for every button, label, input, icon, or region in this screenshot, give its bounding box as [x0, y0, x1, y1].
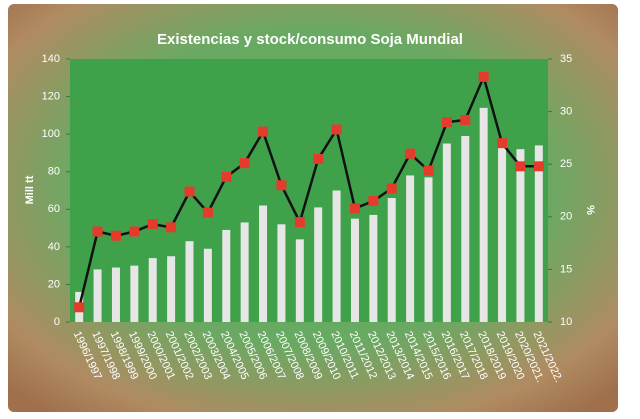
line-marker: [92, 226, 103, 237]
line-marker: [239, 158, 250, 169]
bar: [387, 198, 396, 322]
bar: [332, 190, 341, 322]
line-marker: [74, 302, 85, 313]
line-marker: [276, 180, 287, 191]
y-tick-label: 80: [48, 166, 60, 178]
bar: [442, 143, 451, 322]
y-tick-label: 120: [42, 90, 60, 102]
y-axis-label: Mill tt: [24, 175, 36, 204]
y-tick-label: 140: [42, 53, 60, 65]
line-marker: [368, 196, 379, 207]
bar: [111, 267, 120, 322]
line-marker: [331, 124, 342, 135]
bar: [130, 265, 139, 322]
line-marker: [166, 222, 177, 233]
line-marker: [441, 117, 452, 128]
bar: [534, 145, 543, 322]
line-marker: [349, 203, 360, 214]
y2-tick-label: 20: [560, 211, 572, 223]
line-marker: [497, 138, 508, 149]
line-marker: [386, 183, 397, 194]
line-marker: [258, 126, 269, 137]
bar: [295, 239, 304, 322]
chart-title: Existencias y stock/consumo Soja Mundial: [157, 31, 463, 48]
line-marker: [294, 217, 305, 228]
bar: [516, 149, 525, 322]
y2-tick-label: 30: [560, 106, 572, 118]
line-marker: [423, 165, 434, 176]
y2-tick-label: 15: [560, 263, 572, 275]
bar: [185, 241, 194, 322]
line-marker: [405, 148, 416, 159]
bar: [93, 269, 102, 322]
bar: [461, 136, 470, 322]
bar: [479, 107, 488, 322]
line-marker: [515, 161, 526, 172]
y-tick-label: 40: [48, 241, 60, 253]
line-marker: [460, 115, 471, 126]
bar: [259, 205, 268, 322]
bar: [148, 258, 157, 322]
line-marker: [478, 71, 489, 82]
bar: [350, 218, 359, 322]
bar: [424, 177, 433, 322]
line-marker: [533, 161, 544, 172]
bar: [406, 175, 415, 322]
y2-axis-label: %: [584, 205, 596, 215]
bar: [369, 214, 378, 322]
bar: [240, 222, 249, 322]
bar: [222, 229, 231, 322]
bar: [203, 248, 212, 322]
y2-tick-label: 25: [560, 158, 572, 170]
bar: [167, 256, 176, 322]
line-marker: [184, 186, 195, 197]
line-marker: [202, 207, 213, 218]
bar: [277, 224, 286, 322]
y-tick-label: 20: [48, 278, 60, 290]
bar: [314, 207, 323, 322]
line-marker: [129, 226, 140, 237]
y-tick-label: 60: [48, 203, 60, 215]
y2-tick-label: 10: [560, 316, 572, 328]
line-marker: [110, 230, 121, 241]
bar: [498, 143, 507, 322]
y-tick-label: 0: [54, 316, 60, 328]
y-tick-label: 100: [42, 128, 60, 140]
line-marker: [313, 153, 324, 164]
line-marker: [221, 171, 232, 182]
y2-tick-label: 35: [560, 53, 572, 65]
line-marker: [147, 219, 158, 230]
